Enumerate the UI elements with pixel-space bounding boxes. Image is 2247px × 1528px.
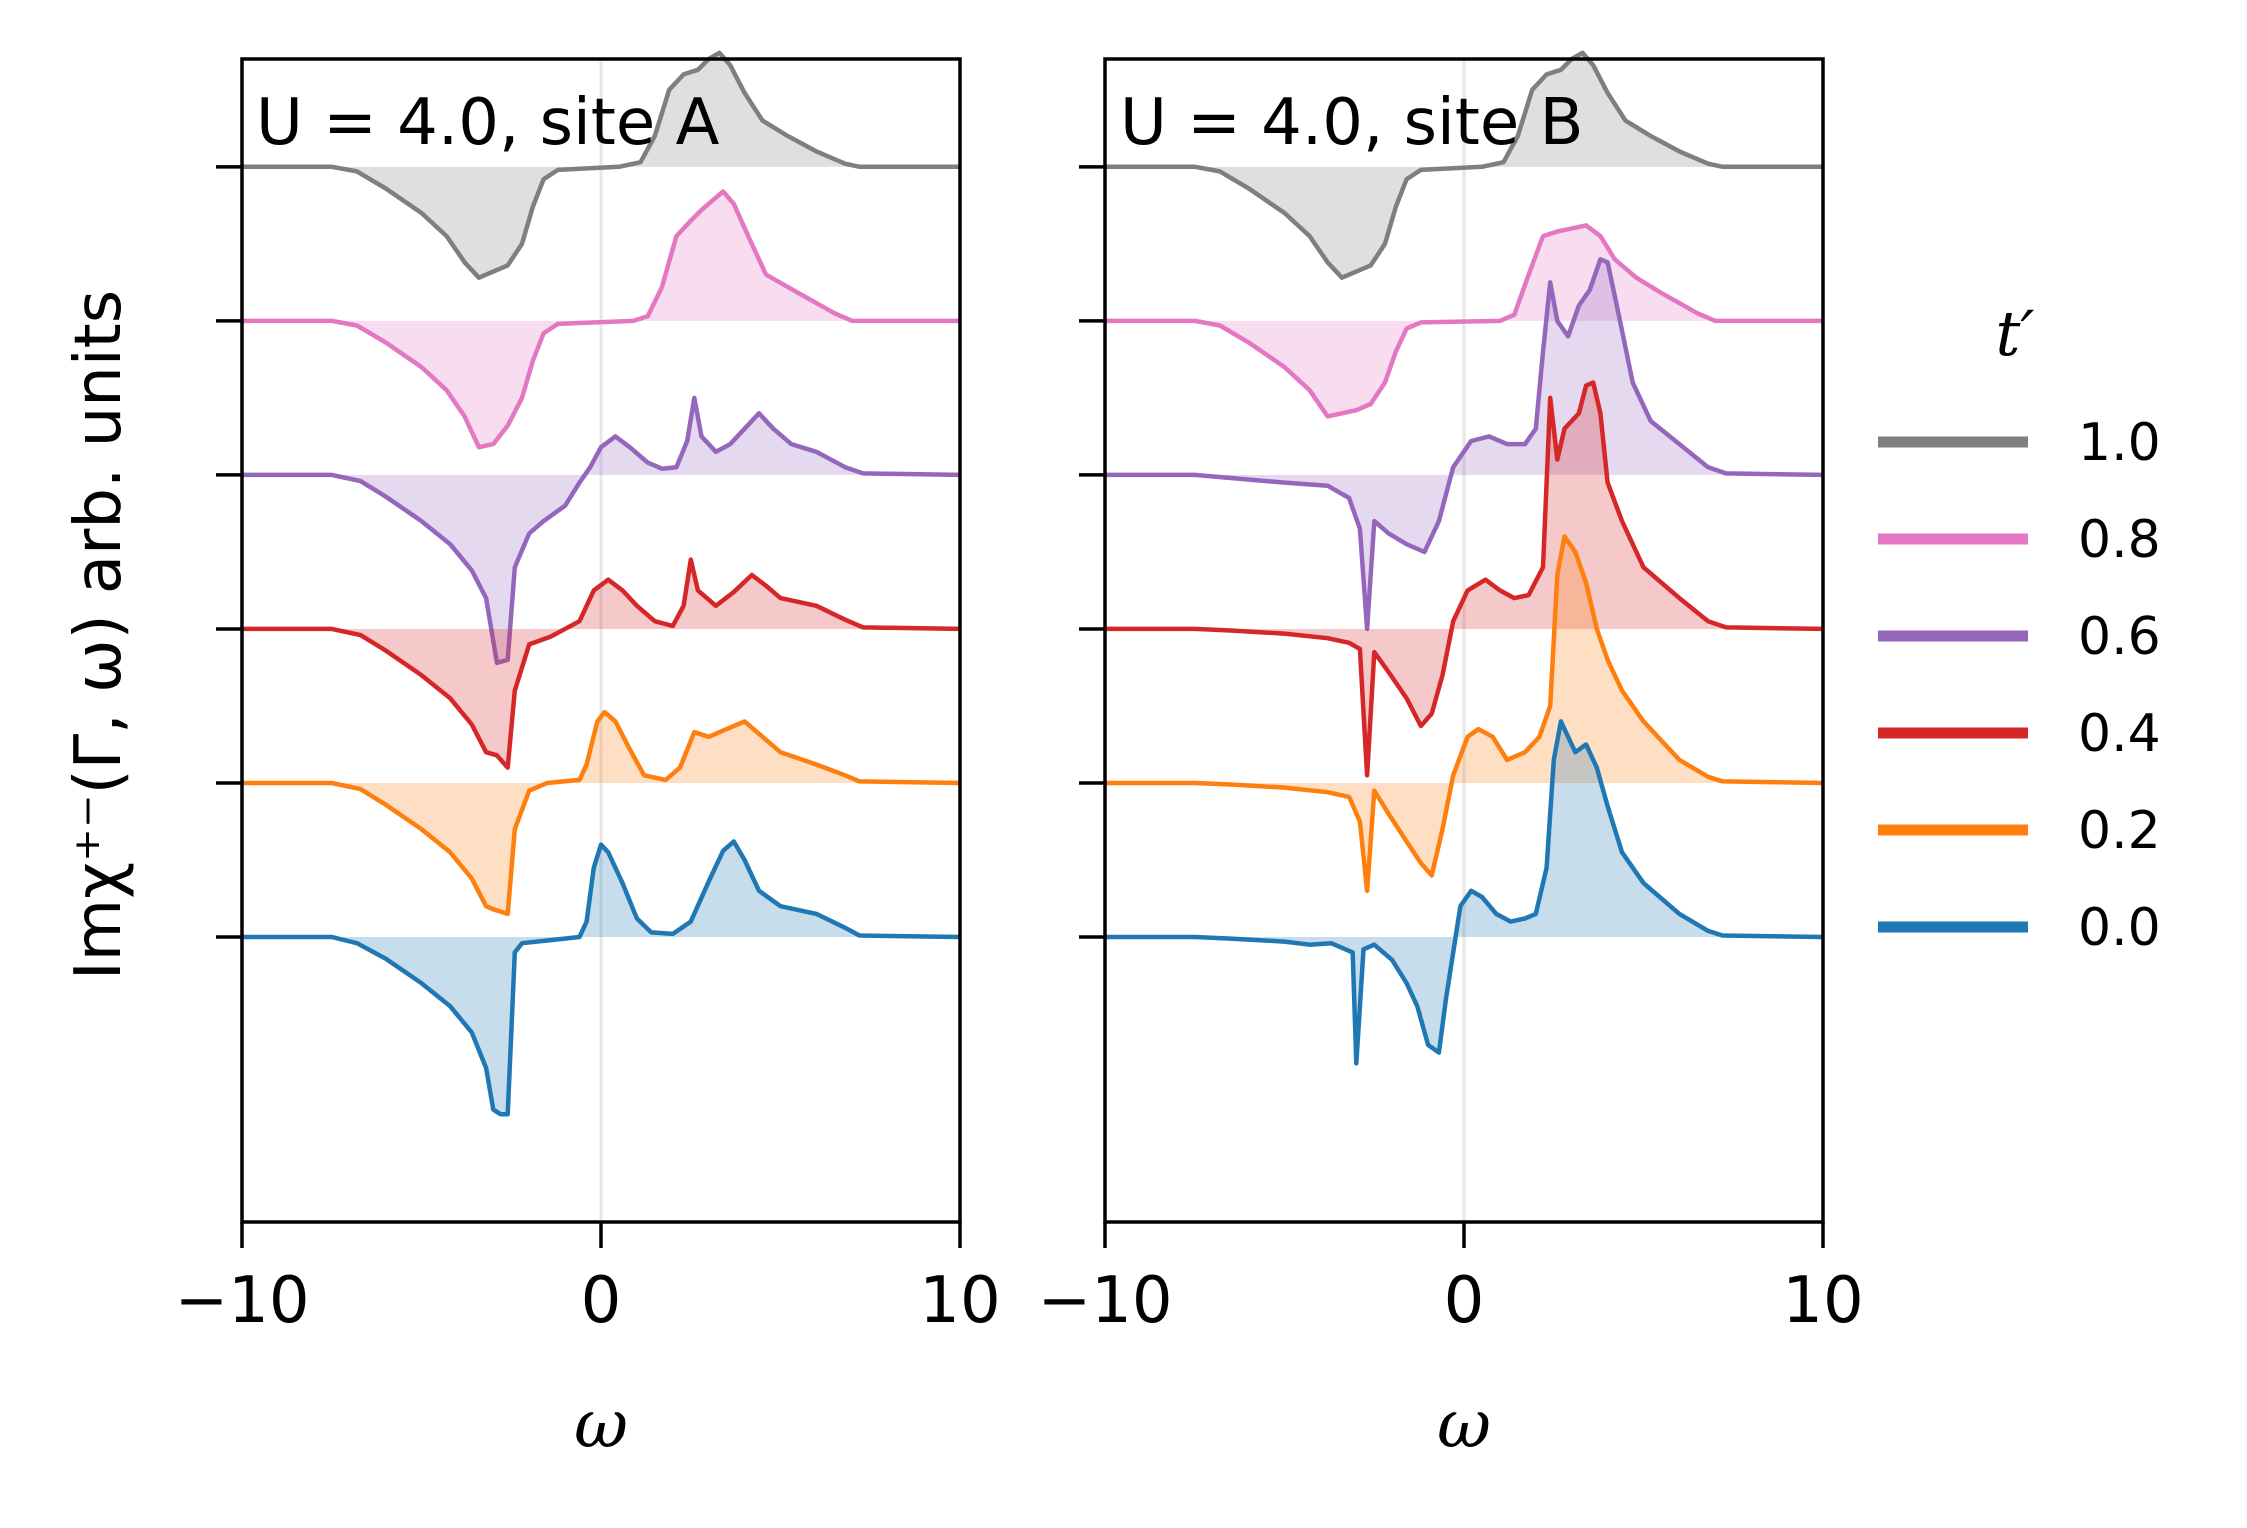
x-tick-label: −10 [1037,1264,1172,1338]
x-tick-label: 10 [919,1264,1000,1338]
y-axis-label: Imχ⁺⁻(Γ, ω) arb. units [62,290,136,980]
series-line-1.0 [242,50,960,280]
series-line-0.6 [242,395,961,666]
series-fill-1.0 [1105,52,1823,278]
series-line-0.8 [1105,223,1823,419]
series-line-0.4 [242,557,961,770]
panel-site-b: −10 0 10 ω U = 4.0, site B [1037,50,1864,1463]
x-axis-label: ω [574,1386,628,1463]
x-tick-label: 0 [1444,1264,1485,1338]
x-tick-label: 10 [1782,1264,1863,1338]
legend-label: 0.6 [2078,607,2161,667]
panel-title: U = 4.0, site B [1120,86,1583,160]
legend-title: t′ [1996,297,2035,370]
series-fill-0.4 [242,559,960,768]
x-axis-label: ω [1437,1386,1491,1463]
panels: −10 0 10 ω U = 4.0, site A −10 0 10 ω U = 4.0, si… [174,50,1864,1463]
series-line-0.6 [1105,257,1824,632]
series-fill-1.0 [242,52,960,278]
legend-item-0.6: 0.6 [1878,607,2161,667]
panel-title: U = 4.0, site A [256,86,720,160]
x-tick-label: 0 [581,1264,622,1338]
legend-label: 0.2 [2078,801,2161,861]
legend-item-0.2: 0.2 [1878,801,2161,861]
x-tick-label: −10 [174,1264,309,1338]
legend-label: 0.0 [2078,898,2161,958]
panel-site-a: −10 0 10 ω U = 4.0, site A [174,50,1001,1463]
series-line-0.2 [242,709,961,917]
series-line-0.0 [1105,719,1824,1066]
legend-item-1.0: 1.0 [1878,413,2161,473]
legend-item-0.4: 0.4 [1878,704,2161,764]
legend-item-0.8: 0.8 [1878,510,2161,570]
series-fill-0.2 [242,712,960,914]
series-line-0.0 [242,839,961,1117]
series-fill-0.8 [242,191,960,448]
series-fill-0.6 [242,397,960,663]
series-line-0.4 [1105,380,1824,778]
series-line-0.8 [242,189,960,450]
legend-label: 0.8 [2078,510,2161,570]
series-line-0.2 [1105,534,1824,894]
legend: t′ 1.0 0.8 0.6 0.4 0.2 0.0 [1878,297,2161,958]
series-fill-0.0 [242,841,960,1115]
series-line-1.0 [1105,50,1823,280]
legend-item-0.0: 0.0 [1878,898,2161,958]
legend-label: 0.4 [2078,704,2161,764]
legend-label: 1.0 [2078,413,2161,473]
